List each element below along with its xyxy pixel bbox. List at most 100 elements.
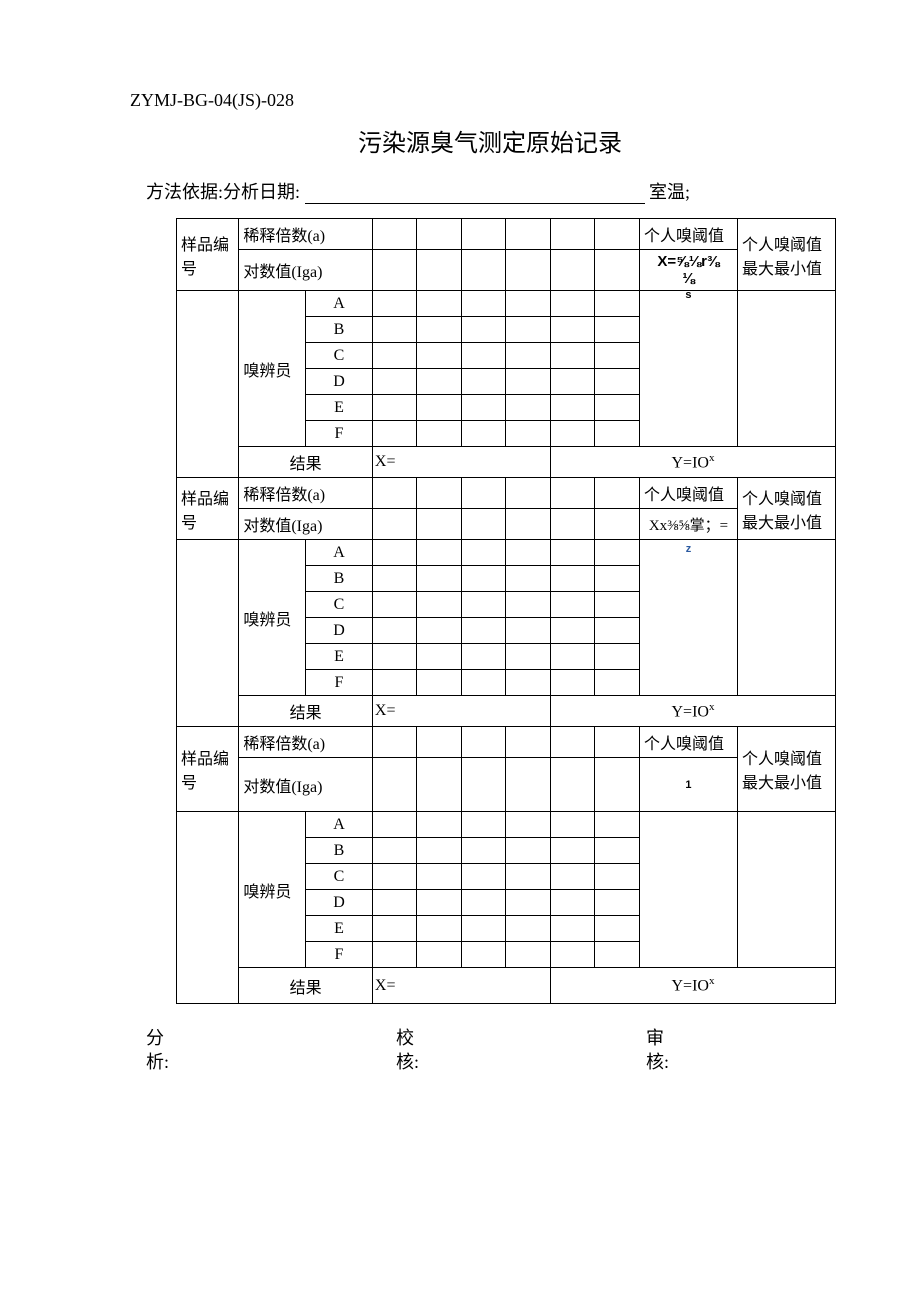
result-x-cell[interactable]: X= xyxy=(372,968,550,1004)
data-cell[interactable] xyxy=(417,540,462,566)
threshold-maxmin-cell[interactable] xyxy=(737,540,835,696)
data-cell[interactable] xyxy=(550,540,595,566)
data-cell[interactable] xyxy=(417,618,462,644)
data-cell[interactable] xyxy=(372,219,417,250)
data-cell[interactable] xyxy=(506,540,551,566)
data-cell[interactable] xyxy=(595,618,640,644)
data-cell[interactable] xyxy=(461,592,506,618)
data-cell[interactable] xyxy=(417,478,462,509)
data-cell[interactable] xyxy=(506,566,551,592)
data-cell[interactable] xyxy=(417,291,462,317)
data-cell[interactable] xyxy=(550,509,595,540)
data-cell[interactable] xyxy=(550,250,595,291)
data-cell[interactable] xyxy=(461,421,506,447)
data-cell[interactable] xyxy=(417,395,462,421)
data-cell[interactable] xyxy=(417,509,462,540)
data-cell[interactable] xyxy=(506,618,551,644)
data-cell[interactable] xyxy=(461,509,506,540)
data-cell[interactable] xyxy=(372,421,417,447)
data-cell[interactable] xyxy=(461,317,506,343)
data-cell[interactable] xyxy=(595,250,640,291)
data-cell[interactable] xyxy=(550,890,595,916)
data-cell[interactable] xyxy=(372,395,417,421)
data-cell[interactable] xyxy=(550,758,595,812)
data-cell[interactable] xyxy=(550,670,595,696)
data-cell[interactable] xyxy=(595,864,640,890)
result-y-cell[interactable]: Y=IOx xyxy=(550,968,835,1004)
data-cell[interactable] xyxy=(550,566,595,592)
signature-review[interactable]: 审核: xyxy=(646,1026,706,1075)
data-cell[interactable] xyxy=(550,395,595,421)
data-cell[interactable] xyxy=(417,343,462,369)
data-cell[interactable] xyxy=(417,592,462,618)
data-cell[interactable] xyxy=(461,758,506,812)
data-cell[interactable] xyxy=(461,727,506,758)
data-cell[interactable] xyxy=(595,566,640,592)
data-cell[interactable] xyxy=(417,644,462,670)
data-cell[interactable] xyxy=(372,812,417,838)
data-cell[interactable] xyxy=(595,838,640,864)
data-cell[interactable] xyxy=(506,478,551,509)
data-cell[interactable] xyxy=(550,916,595,942)
data-cell[interactable] xyxy=(595,291,640,317)
data-cell[interactable] xyxy=(550,812,595,838)
signature-analyst[interactable]: 分析: xyxy=(146,1026,206,1075)
data-cell[interactable] xyxy=(372,618,417,644)
data-cell[interactable] xyxy=(372,343,417,369)
data-cell[interactable] xyxy=(372,509,417,540)
data-cell[interactable] xyxy=(595,812,640,838)
data-cell[interactable] xyxy=(417,812,462,838)
data-cell[interactable] xyxy=(461,864,506,890)
data-cell[interactable] xyxy=(506,421,551,447)
result-y-cell[interactable]: Y=IOx xyxy=(550,696,835,727)
data-cell[interactable] xyxy=(372,670,417,696)
data-cell[interactable] xyxy=(550,317,595,343)
result-x-cell[interactable]: X= xyxy=(372,696,550,727)
signature-check[interactable]: 校核: xyxy=(396,1026,456,1075)
data-cell[interactable] xyxy=(372,890,417,916)
data-cell[interactable] xyxy=(461,916,506,942)
data-cell[interactable] xyxy=(417,369,462,395)
data-cell[interactable] xyxy=(372,478,417,509)
data-cell[interactable] xyxy=(417,250,462,291)
data-cell[interactable] xyxy=(506,509,551,540)
data-cell[interactable] xyxy=(417,942,462,968)
data-cell[interactable] xyxy=(461,219,506,250)
data-cell[interactable] xyxy=(550,291,595,317)
data-cell[interactable] xyxy=(461,369,506,395)
data-cell[interactable] xyxy=(595,890,640,916)
data-cell[interactable] xyxy=(595,421,640,447)
data-cell[interactable] xyxy=(417,838,462,864)
data-cell[interactable] xyxy=(417,421,462,447)
data-cell[interactable] xyxy=(417,890,462,916)
data-cell[interactable] xyxy=(461,291,506,317)
data-cell[interactable] xyxy=(595,369,640,395)
data-cell[interactable] xyxy=(550,838,595,864)
data-cell[interactable] xyxy=(417,916,462,942)
data-cell[interactable] xyxy=(372,291,417,317)
data-cell[interactable] xyxy=(506,942,551,968)
data-cell[interactable] xyxy=(595,219,640,250)
data-cell[interactable] xyxy=(595,478,640,509)
data-cell[interactable] xyxy=(461,670,506,696)
data-cell[interactable] xyxy=(372,250,417,291)
data-cell[interactable] xyxy=(595,942,640,968)
data-cell[interactable] xyxy=(417,317,462,343)
data-cell[interactable] xyxy=(461,890,506,916)
data-cell[interactable] xyxy=(506,644,551,670)
data-cell[interactable] xyxy=(506,890,551,916)
data-cell[interactable] xyxy=(417,864,462,890)
data-cell[interactable] xyxy=(372,644,417,670)
data-cell[interactable] xyxy=(417,758,462,812)
result-y-cell[interactable]: Y=IOx xyxy=(550,447,835,478)
data-cell[interactable] xyxy=(595,644,640,670)
data-cell[interactable] xyxy=(461,812,506,838)
data-cell[interactable] xyxy=(506,812,551,838)
data-cell[interactable] xyxy=(372,317,417,343)
data-cell[interactable] xyxy=(506,864,551,890)
data-cell[interactable] xyxy=(372,369,417,395)
data-cell[interactable] xyxy=(372,758,417,812)
data-cell[interactable] xyxy=(461,343,506,369)
data-cell[interactable] xyxy=(461,618,506,644)
data-cell[interactable] xyxy=(461,250,506,291)
